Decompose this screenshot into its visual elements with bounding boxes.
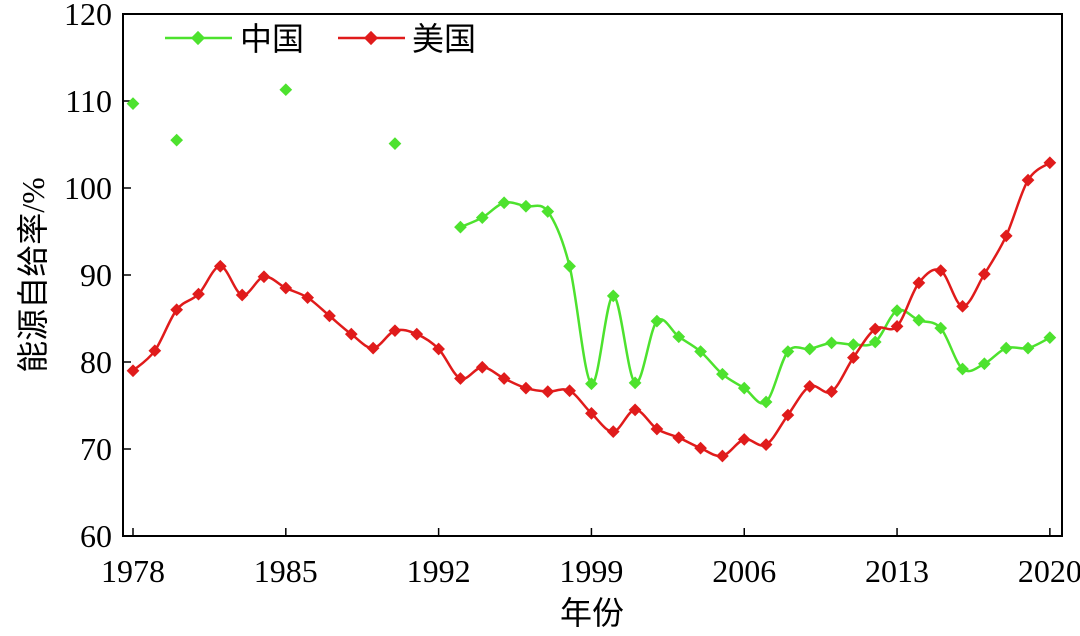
data-point — [606, 289, 620, 303]
y-tick-label: 90 — [80, 257, 112, 293]
data-point — [759, 395, 773, 409]
series-china — [126, 83, 1057, 409]
data-point — [519, 199, 533, 213]
data-point — [475, 211, 489, 224]
data-point — [388, 324, 402, 338]
x-tick-label: 2006 — [712, 553, 776, 589]
data-point — [999, 229, 1013, 243]
data-point — [497, 372, 511, 385]
y-tick-label: 80 — [80, 344, 112, 380]
data-point — [978, 357, 991, 371]
data-point — [344, 327, 358, 341]
data-point — [279, 281, 293, 295]
data-point — [454, 372, 467, 385]
legend: 中国 美国 — [165, 21, 476, 57]
data-point — [475, 360, 489, 374]
data-point — [410, 327, 424, 341]
data-point — [257, 270, 271, 284]
y-tick-label: 120 — [64, 0, 112, 32]
data-point — [170, 133, 184, 147]
legend-label-usa: 美国 — [412, 21, 476, 57]
data-point — [279, 83, 293, 97]
data-point — [301, 291, 315, 304]
data-point — [1043, 156, 1057, 170]
x-axis-label: 年份 — [560, 595, 624, 631]
data-point — [126, 364, 140, 378]
data-point — [716, 449, 729, 463]
y-tick-label: 60 — [80, 518, 112, 554]
y-tick-label: 110 — [65, 83, 112, 119]
series-usa — [126, 156, 1057, 463]
data-point — [999, 341, 1013, 355]
data-point — [672, 431, 686, 445]
data-point — [170, 303, 184, 317]
data-point — [192, 287, 205, 301]
data-point — [825, 336, 838, 350]
legend-marker-usa — [363, 30, 379, 46]
x-tick-label: 2020 — [1018, 553, 1080, 589]
data-point — [1043, 331, 1057, 345]
y-tick-label: 100 — [64, 170, 112, 206]
x-tick-label: 1999 — [559, 553, 623, 589]
data-point — [803, 342, 817, 356]
data-point — [213, 259, 227, 273]
x-tick-label: 1985 — [254, 553, 318, 589]
data-point — [912, 313, 926, 327]
data-point — [432, 342, 445, 356]
data-point — [454, 220, 467, 234]
data-point — [1021, 341, 1035, 355]
data-point — [323, 309, 336, 323]
y-tick-label: 70 — [80, 431, 112, 467]
data-point — [519, 381, 533, 395]
data-point — [694, 441, 707, 455]
y-axis-label: 能源自给率/% — [15, 177, 51, 373]
legend-marker-china — [190, 30, 206, 46]
data-point — [126, 97, 140, 110]
x-tick-label: 1992 — [407, 553, 471, 589]
data-point — [978, 267, 991, 281]
data-point — [737, 433, 751, 446]
data-point — [366, 341, 380, 355]
data-point — [148, 344, 162, 358]
data-point — [650, 314, 664, 328]
x-tick-label: 2013 — [865, 553, 929, 589]
data-point — [235, 288, 249, 302]
x-tick-label: 1978 — [101, 553, 165, 589]
data-point — [497, 196, 511, 210]
data-point — [563, 259, 576, 273]
data-point — [388, 137, 402, 150]
data-point — [541, 385, 555, 398]
legend-label-china: 中国 — [240, 21, 304, 57]
